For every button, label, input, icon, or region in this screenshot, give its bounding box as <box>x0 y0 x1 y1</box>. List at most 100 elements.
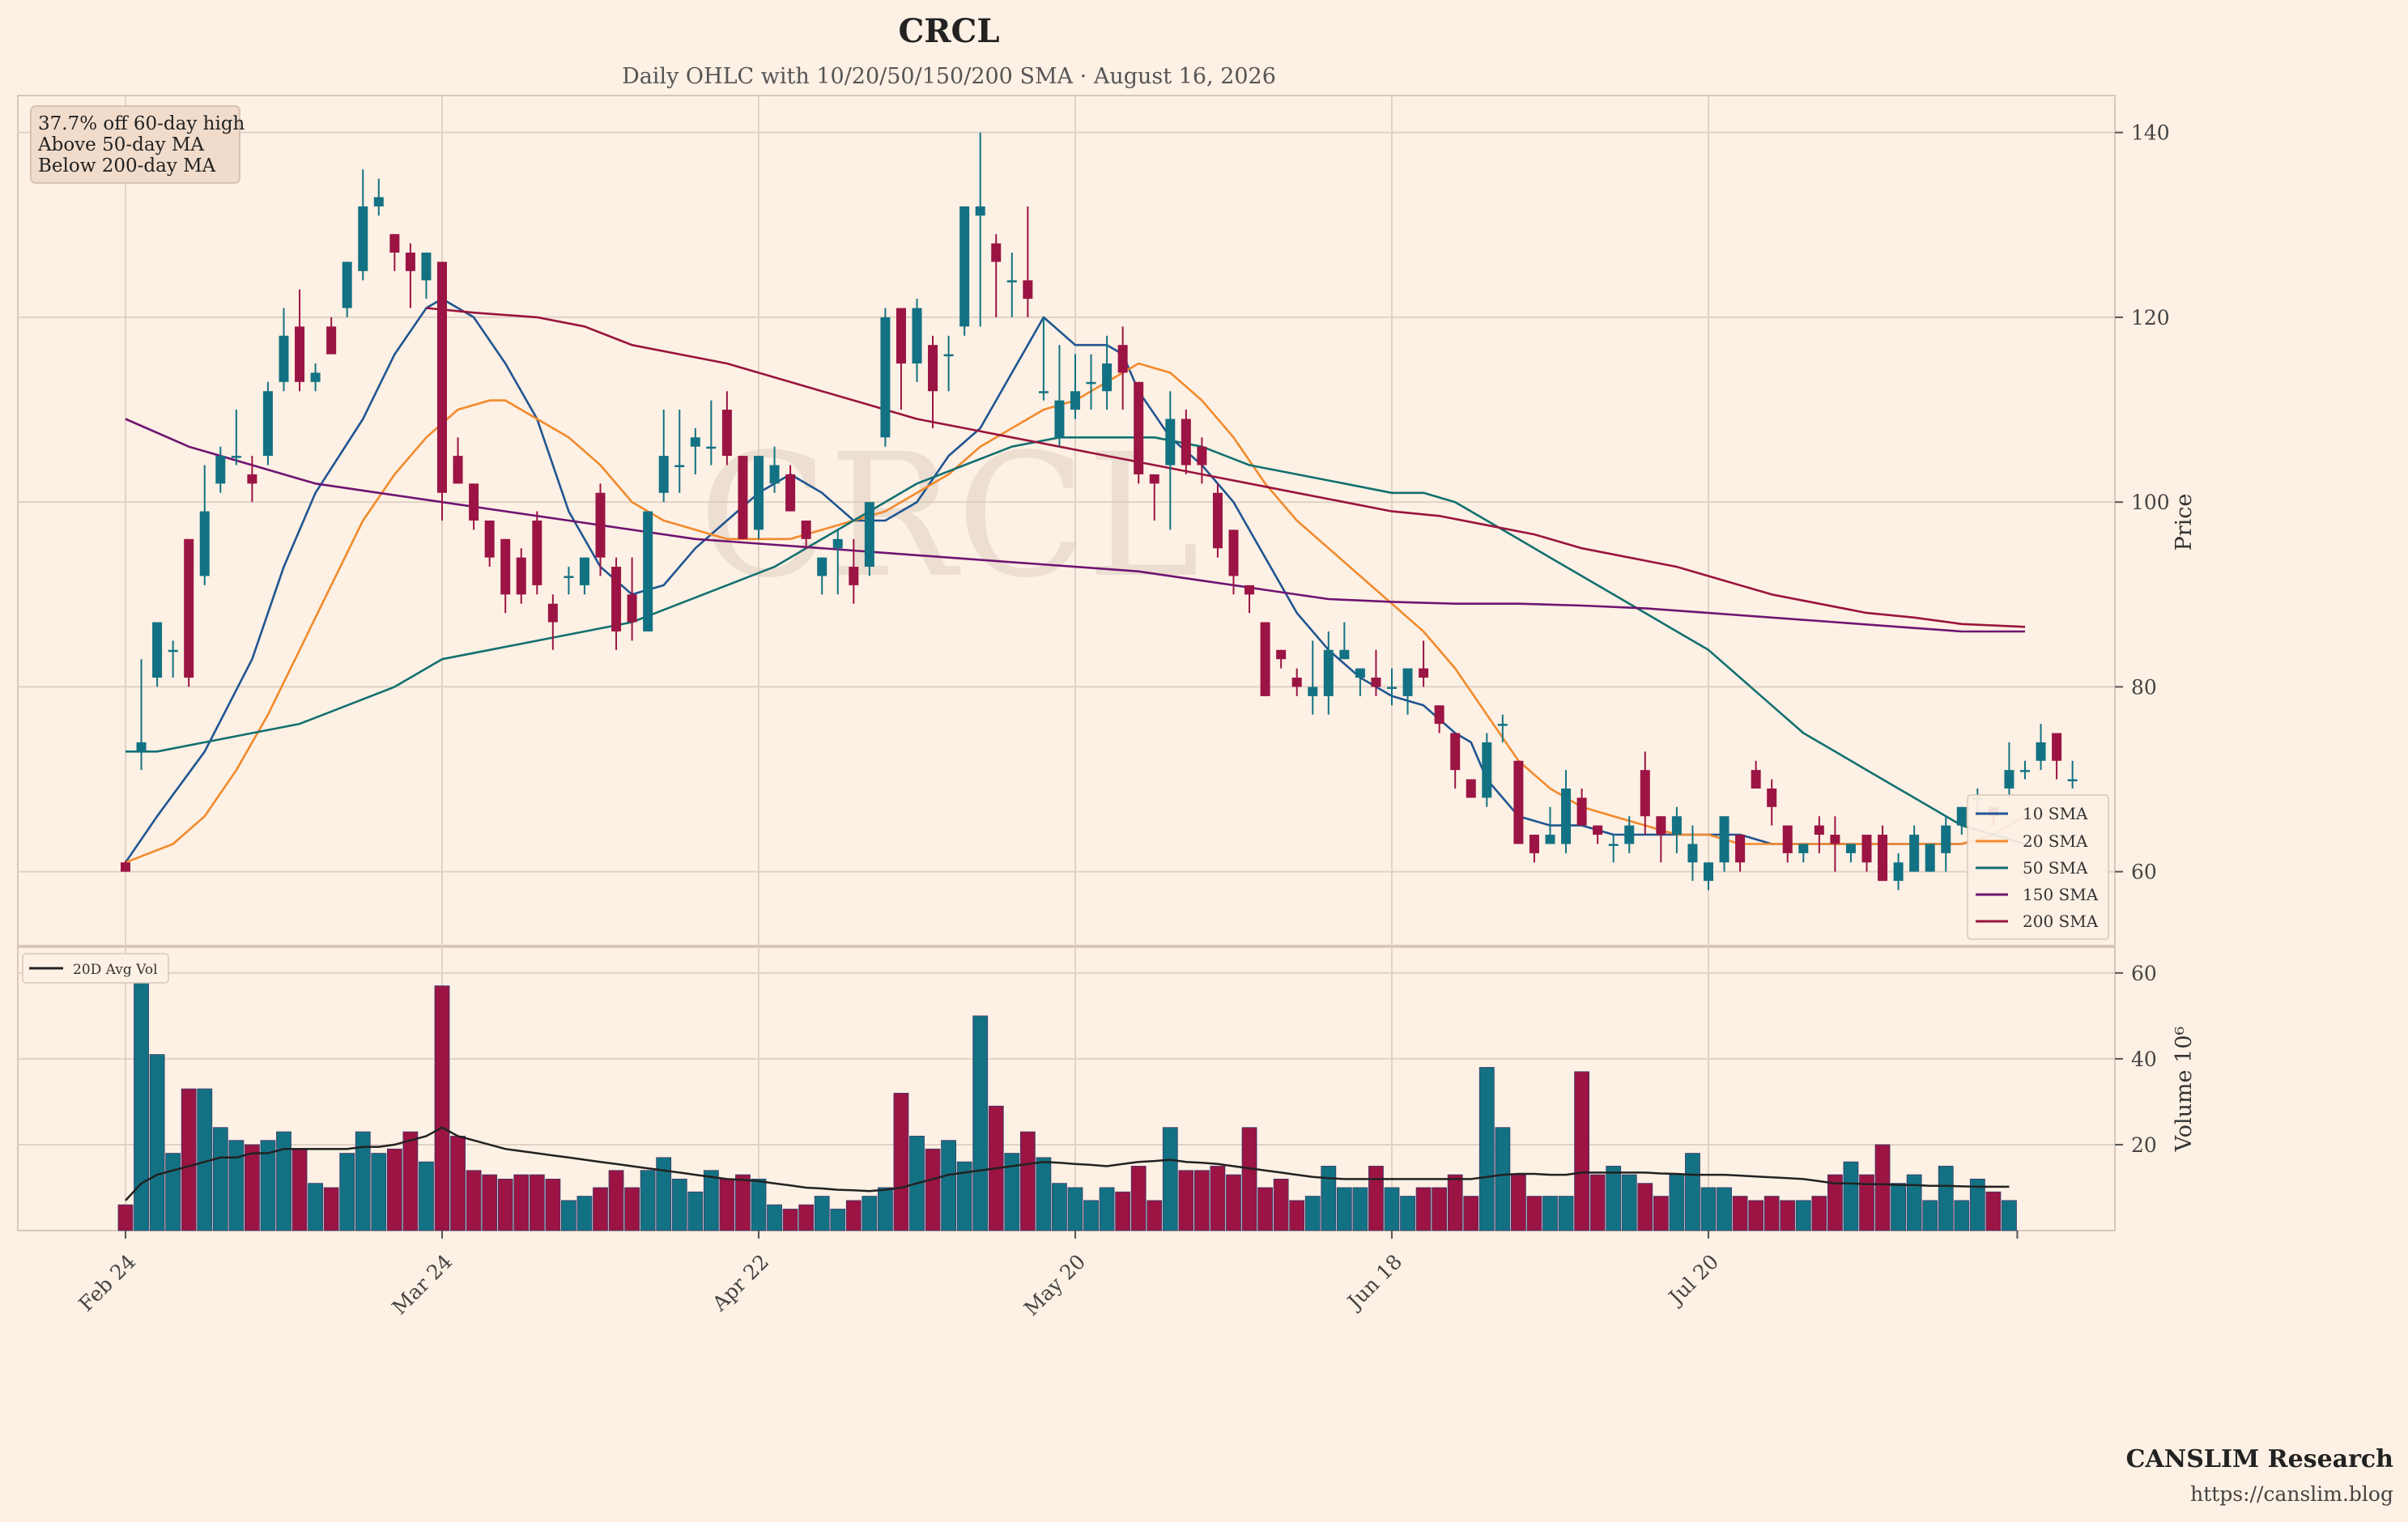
volume-bar <box>1874 1144 1891 1231</box>
candle-body <box>721 410 732 457</box>
price-tick-label: 80 <box>2131 675 2157 699</box>
candle <box>817 557 827 595</box>
candle-body <box>1450 733 1461 771</box>
volume-bar <box>1621 1174 1637 1231</box>
volume-bar <box>1099 1187 1115 1231</box>
legend-label: 10 SMA <box>2023 804 2088 823</box>
notes-box <box>30 105 240 184</box>
candle <box>1165 391 1176 530</box>
candle-body <box>1719 816 1729 863</box>
candle <box>690 427 700 474</box>
candle <box>1861 835 1872 872</box>
candle-body <box>801 521 811 539</box>
candle <box>880 308 891 447</box>
candle <box>500 538 511 614</box>
volume-bar <box>1969 1178 1985 1231</box>
price-tick-label: 120 <box>2131 306 2170 329</box>
candle <box>1260 622 1270 696</box>
volume-bar <box>767 1204 782 1231</box>
candle-body <box>1735 835 1746 863</box>
candle-body <box>1497 724 1508 726</box>
candle-body <box>279 335 289 382</box>
volume-bar <box>956 1161 972 1231</box>
candle <box>1941 816 1951 872</box>
volume-bar <box>1717 1187 1732 1231</box>
volume-legend-label: 20D Avg Vol <box>73 962 158 978</box>
candle <box>1308 640 1318 715</box>
candle-body <box>1086 381 1096 385</box>
candle <box>1640 751 1650 835</box>
candle-body <box>1830 835 1840 844</box>
candle <box>1687 825 1698 882</box>
volume-bar <box>1827 1174 1843 1231</box>
volume-axis-ticks: 20 40 60 <box>2115 962 2157 1157</box>
candle-body <box>1656 816 1666 835</box>
candle-body <box>1260 622 1270 696</box>
x-tick-label: Mar 24 <box>388 1250 457 1320</box>
candle <box>1181 410 1191 474</box>
candle <box>215 446 226 493</box>
volume-bar <box>941 1140 956 1231</box>
chart-title: CRCL <box>898 12 999 50</box>
candle <box>658 410 669 503</box>
candle <box>738 456 748 539</box>
candle-body <box>547 603 558 623</box>
volume-bar <box>260 1140 276 1231</box>
candle <box>991 234 1002 317</box>
price-tick-label: 140 <box>2131 121 2170 145</box>
candle <box>975 132 985 327</box>
volume-bar <box>1526 1196 1542 1231</box>
candle <box>168 640 178 678</box>
candle-body <box>706 446 717 449</box>
volume-bar <box>893 1092 909 1231</box>
volume-legend: 20D Avg Vol <box>22 953 169 984</box>
volume-bar <box>1700 1187 1717 1231</box>
candle <box>152 622 163 687</box>
candle-body <box>1845 844 1856 853</box>
candle <box>2020 760 2030 780</box>
candle <box>1561 770 1572 853</box>
candle <box>1513 760 1524 844</box>
price-tick-label: 100 <box>2131 491 2170 514</box>
volume-bar <box>798 1204 815 1231</box>
volume-bar <box>276 1131 291 1231</box>
candle <box>1402 668 1413 715</box>
candle-body <box>1529 835 1539 853</box>
candle <box>1450 733 1461 789</box>
volume-bar <box>244 1144 260 1231</box>
volume-bar <box>1542 1196 1558 1231</box>
volume-bar <box>671 1178 687 1231</box>
candle-body <box>358 206 368 271</box>
candle-body <box>658 456 669 493</box>
volume-bar <box>1241 1127 1257 1231</box>
volume-bar <box>1162 1127 1178 1231</box>
candle-body <box>1640 770 1650 817</box>
candle <box>706 400 717 466</box>
volume-bar <box>1922 1200 1938 1231</box>
candle-body <box>943 354 954 357</box>
candle-body <box>1545 835 1555 844</box>
candle-body <box>849 567 859 585</box>
legend-box <box>1967 794 2109 940</box>
candle <box>262 381 273 466</box>
candle <box>532 511 542 595</box>
volume-bar <box>1478 1067 1495 1231</box>
volume-bar <box>972 1015 989 1231</box>
volume-bar <box>1938 1166 1954 1231</box>
volume-bar <box>640 1170 656 1231</box>
candle <box>121 861 130 872</box>
candle <box>912 299 922 382</box>
volume-bar <box>402 1131 419 1231</box>
candle-body <box>2036 742 2046 761</box>
candle-body <box>1751 770 1761 789</box>
sma-line-200 <box>426 307 2026 628</box>
candle-body <box>738 456 748 539</box>
candle <box>547 594 558 650</box>
candle-body <box>1197 446 1207 466</box>
candle-body <box>1893 862 1904 882</box>
candle <box>1704 862 1713 891</box>
candle-body <box>231 456 241 458</box>
volume-tick-label: 20 <box>2131 1133 2157 1157</box>
candle <box>247 456 257 503</box>
